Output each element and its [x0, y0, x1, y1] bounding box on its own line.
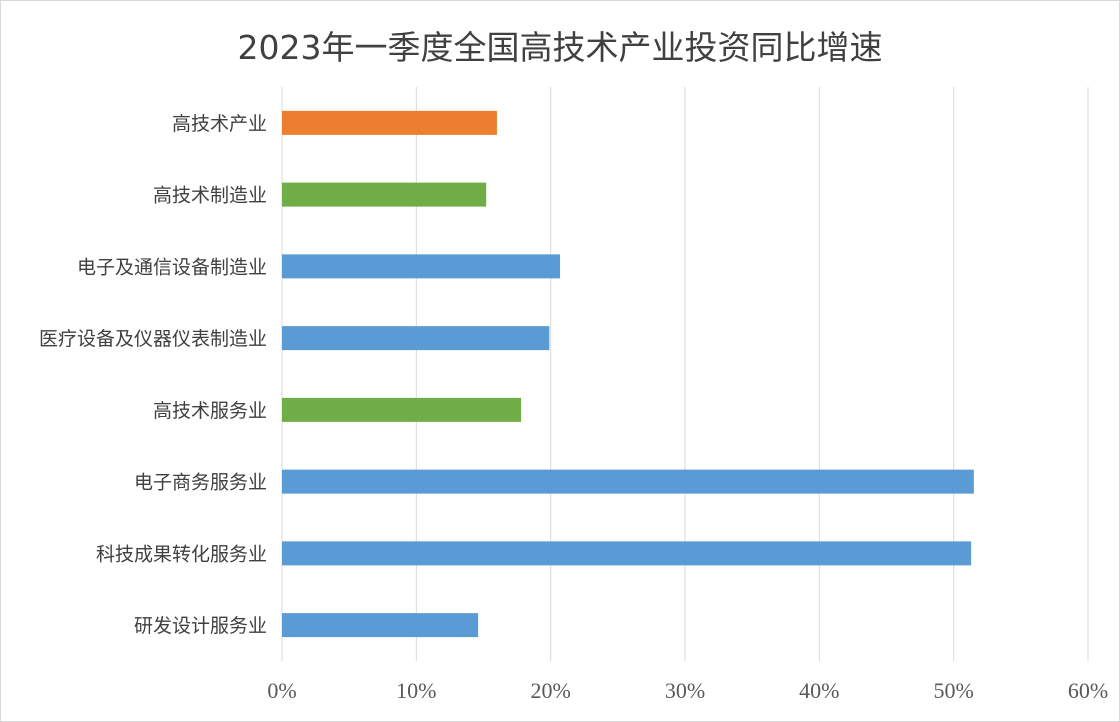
bar-7	[282, 613, 479, 638]
bar-0	[282, 110, 497, 135]
bar-2	[282, 254, 561, 279]
bar-4	[282, 397, 522, 422]
category-label: 高技术产业	[172, 113, 267, 135]
category-label: 医疗设备及仪器仪表制造业	[39, 328, 267, 350]
category-label: 高技术制造业	[153, 185, 267, 207]
x-tick-label: 30%	[665, 678, 705, 703]
x-tick-label: 50%	[934, 678, 974, 703]
x-tick-label: 20%	[531, 678, 571, 703]
chart-title: 2023年一季度全国高技术产业投资同比增速	[237, 28, 883, 67]
x-tick-label: 10%	[396, 678, 436, 703]
category-label: 电子商务服务业	[134, 472, 267, 494]
x-tick-label: 60%	[1068, 678, 1108, 703]
bar-3	[282, 326, 550, 351]
bar-1	[282, 182, 487, 207]
x-tick-label: 40%	[799, 678, 839, 703]
category-label: 研发设计服务业	[134, 615, 267, 637]
bar-5	[282, 469, 974, 494]
x-tick-label: 0%	[267, 678, 296, 703]
category-label: 科技成果转化服务业	[96, 543, 267, 565]
bar-6	[282, 541, 972, 566]
category-label: 电子及通信设备制造业	[77, 256, 267, 278]
category-label: 高技术服务业	[153, 400, 267, 422]
